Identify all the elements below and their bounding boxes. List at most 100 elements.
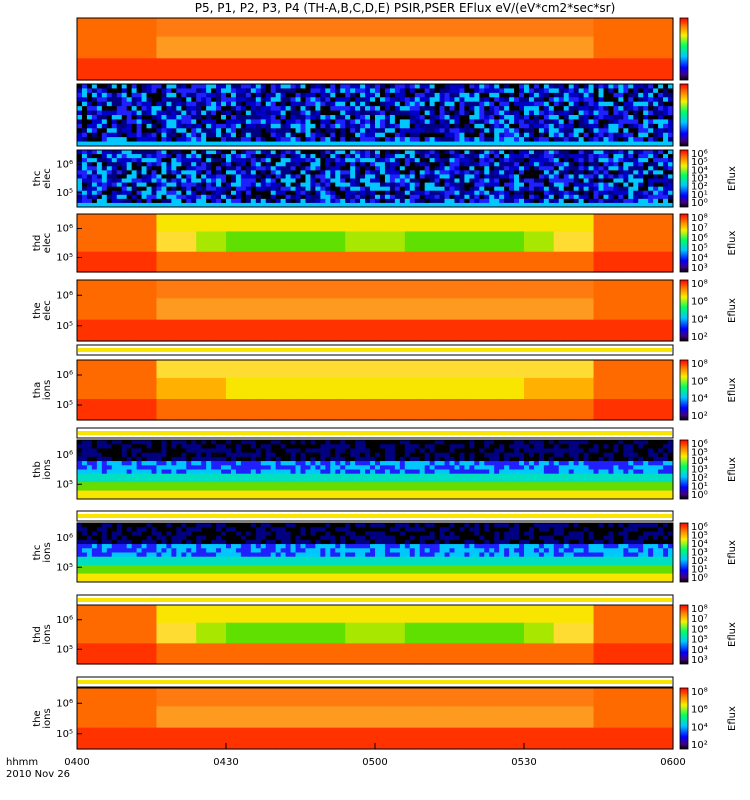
heatmap-cell — [345, 190, 351, 196]
heatmap-cell — [668, 174, 674, 179]
panel-frame — [76, 359, 674, 421]
heatmap-cell — [305, 461, 311, 466]
heatmap-cell — [623, 132, 629, 138]
heatmap-cell — [156, 115, 162, 120]
heatmap-cell — [474, 97, 480, 103]
heatmap-cell — [613, 194, 619, 200]
heatmap-cell — [464, 162, 470, 167]
heatmap-cell — [663, 162, 669, 167]
heatmap-cell — [648, 190, 654, 196]
heatmap-cell — [623, 360, 634, 379]
heatmap-cell — [558, 182, 565, 188]
heatmap-cell — [643, 154, 649, 159]
heatmap-cell — [553, 84, 560, 89]
heatmap-cell — [151, 132, 157, 138]
heatmap-cell — [633, 448, 639, 454]
heatmap-cell — [161, 84, 167, 89]
heatmap-cell — [275, 456, 282, 462]
heatmap-cell — [648, 198, 654, 204]
heatmap-cell — [221, 141, 227, 147]
heatmap-cell — [325, 110, 331, 116]
heatmap-cell — [161, 97, 167, 103]
heatmap-cell — [543, 360, 555, 379]
heatmap-cell — [543, 461, 550, 466]
heatmap-cell — [265, 461, 272, 466]
heatmap-cell — [186, 461, 192, 466]
heatmap-cell — [285, 84, 292, 89]
heatmap-cell — [494, 178, 500, 184]
heatmap-cell — [494, 440, 500, 445]
heatmap-cell — [131, 84, 138, 89]
heatmap-cell — [553, 448, 560, 454]
heatmap-cell — [260, 158, 267, 163]
heatmap-cell — [533, 119, 540, 125]
heatmap-cell — [593, 88, 599, 94]
heatmap-cell — [434, 154, 441, 159]
heatmap-cell — [141, 88, 148, 94]
heatmap-cell — [648, 461, 654, 466]
heatmap-cell — [509, 141, 515, 147]
heatmap-cell — [171, 170, 177, 175]
heatmap-cell — [504, 141, 510, 147]
heatmap-cell — [196, 298, 207, 321]
heatmap-cell — [171, 174, 177, 179]
heatmap-cell — [101, 166, 108, 171]
heatmap-cell — [345, 110, 351, 116]
heatmap-cell — [528, 174, 535, 179]
heatmap-cell — [598, 154, 604, 159]
heatmap-cell — [653, 158, 659, 163]
heatmap-cell — [255, 97, 262, 103]
heatmap-cell — [424, 170, 431, 175]
heatmap-cell — [216, 456, 222, 462]
heatmap-cell — [136, 465, 143, 470]
heatmap-cell — [226, 162, 232, 167]
heatmap-cell — [221, 182, 227, 188]
heatmap-cell — [285, 298, 297, 321]
heatmap-cell — [628, 174, 634, 179]
heatmap-cell — [151, 190, 157, 196]
heatmap-cell — [161, 190, 167, 196]
heatmap-cell — [305, 214, 316, 232]
heatmap-cell — [146, 182, 152, 188]
heatmap-cell — [176, 106, 182, 112]
heatmap-cell — [270, 162, 277, 167]
heatmap-cell — [320, 162, 326, 167]
heatmap-cell — [524, 298, 535, 321]
heatmap-cell — [399, 198, 406, 204]
heatmap-cell — [345, 106, 351, 112]
heatmap-cell — [558, 190, 565, 196]
heatmap-cell — [449, 88, 455, 94]
heatmap-cell — [96, 18, 108, 38]
heatmap-cell — [275, 198, 282, 204]
heatmap-cell — [568, 158, 575, 163]
heatmap-cell — [255, 399, 267, 421]
heatmap-cell — [275, 190, 282, 196]
heatmap-cell — [509, 178, 515, 184]
heatmap-cell — [454, 448, 460, 454]
heatmap-cell — [543, 36, 555, 59]
heatmap-cell — [429, 154, 436, 159]
heatmap-cell — [439, 194, 446, 200]
heatmap-cell — [156, 92, 162, 98]
heatmap-cell — [524, 128, 530, 134]
heatmap-cell — [285, 444, 292, 449]
heatmap-cell — [588, 150, 595, 155]
heatmap-cell — [434, 190, 441, 196]
heatmap-cell — [598, 170, 604, 175]
heatmap-cell — [146, 150, 152, 155]
heatmap-cell — [499, 123, 505, 129]
heatmap-cell — [653, 465, 659, 470]
heatmap-cell — [345, 465, 351, 470]
heatmap-cell — [578, 182, 585, 188]
heatmap-cell — [295, 214, 307, 232]
heatmap-cell — [310, 150, 316, 155]
heatmap-cell — [310, 101, 316, 107]
heatmap-cell — [131, 182, 138, 188]
heatmap-cell — [350, 182, 356, 188]
heatmap-cell — [668, 444, 674, 449]
heatmap-cell — [499, 186, 505, 192]
heatmap-cell — [370, 182, 376, 188]
heatmap-cell — [404, 378, 416, 400]
heatmap-cell — [265, 440, 272, 445]
heatmap-cell — [116, 18, 128, 38]
